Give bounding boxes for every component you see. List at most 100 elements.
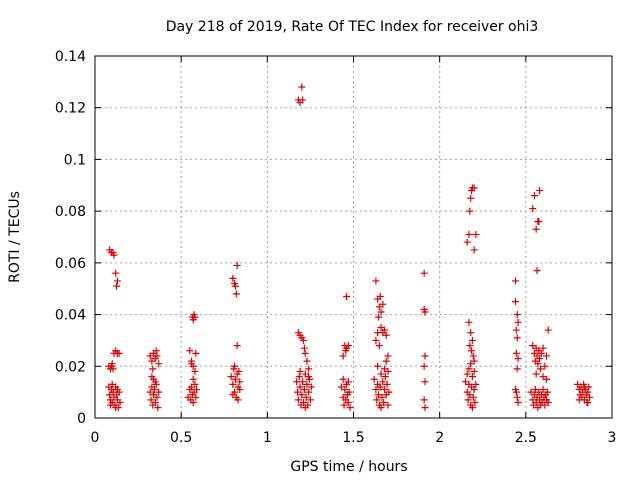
data-point-plus bbox=[115, 349, 123, 357]
data-point-plus bbox=[377, 370, 385, 378]
data-point-plus bbox=[378, 393, 386, 401]
data-point-plus bbox=[466, 342, 474, 350]
data-point-plus bbox=[544, 398, 552, 406]
data-point-plus bbox=[512, 349, 520, 357]
data-point-plus bbox=[535, 217, 543, 225]
data-point-plus bbox=[471, 398, 479, 406]
y-tick-label: 0.14 bbox=[55, 49, 86, 65]
data-point-plus bbox=[372, 277, 380, 285]
data-point-plus bbox=[463, 238, 471, 246]
data-point-plus bbox=[108, 380, 116, 388]
x-tick-label: 1 bbox=[263, 430, 272, 446]
data-point-plus bbox=[530, 192, 538, 200]
data-point-plus bbox=[236, 386, 244, 394]
data-point-plus bbox=[529, 205, 537, 213]
data-point-plus bbox=[468, 404, 476, 412]
data-point-plus bbox=[296, 367, 304, 375]
data-point-plus bbox=[512, 388, 520, 396]
data-point-plus bbox=[192, 349, 200, 357]
data-point-plus bbox=[511, 277, 519, 285]
data-point-plus bbox=[470, 386, 478, 394]
data-point-plus bbox=[151, 378, 159, 386]
data-point-plus bbox=[109, 365, 117, 373]
data-point-plus bbox=[152, 347, 160, 355]
data-point-plus bbox=[472, 230, 480, 238]
data-point-plus bbox=[584, 398, 592, 406]
data-point-plus bbox=[544, 326, 552, 334]
data-point-plus bbox=[108, 360, 116, 368]
data-point-plus bbox=[342, 347, 350, 355]
data-point-plus bbox=[375, 342, 383, 350]
data-point-plus bbox=[300, 336, 308, 344]
data-point-plus bbox=[543, 375, 551, 383]
axis-ticks: 0 0.5 1 1.5 2 2.5 3 0 0.02 0.04 0.06 0.08 0.1 0.12 0.1… bbox=[55, 49, 617, 446]
y-tick-label: 0.06 bbox=[55, 256, 86, 272]
data-point-plus bbox=[463, 370, 471, 378]
data-point-plus bbox=[300, 344, 308, 352]
data-point-plus bbox=[346, 404, 354, 412]
data-point-plus bbox=[340, 401, 348, 409]
x-tick-label: 1.5 bbox=[342, 430, 364, 446]
data-point-plus bbox=[303, 380, 311, 388]
data-point-plus bbox=[374, 329, 382, 337]
y-tick-label: 0.02 bbox=[55, 359, 86, 375]
data-point-plus bbox=[232, 290, 240, 298]
data-point-plus bbox=[234, 396, 242, 404]
data-point-plus bbox=[470, 184, 478, 192]
data-point-plus bbox=[420, 269, 428, 277]
data-point-plus bbox=[191, 313, 199, 321]
data-point-plus bbox=[376, 383, 384, 391]
plot-frame bbox=[94, 55, 613, 419]
data-point-plus bbox=[374, 313, 382, 321]
data-point-plus bbox=[154, 404, 162, 412]
data-point-plus bbox=[188, 360, 196, 368]
y-tick-label: 0 bbox=[77, 411, 86, 427]
data-point-plus bbox=[464, 396, 472, 404]
data-point-plus bbox=[470, 367, 478, 375]
data-point-plus bbox=[384, 367, 392, 375]
data-point-plus bbox=[532, 225, 540, 233]
data-point-plus bbox=[116, 398, 124, 406]
data-point-plus bbox=[344, 342, 352, 350]
data-point-plus bbox=[227, 373, 235, 381]
grid-lines bbox=[95, 56, 612, 418]
data-point-plus bbox=[580, 383, 588, 391]
data-point-plus bbox=[379, 378, 387, 386]
data-point-plus bbox=[421, 352, 429, 360]
data-point-plus bbox=[107, 401, 115, 409]
data-point-plus bbox=[513, 311, 521, 319]
data-point-plus bbox=[543, 388, 551, 396]
data-point-plus bbox=[231, 362, 239, 370]
data-point-plus bbox=[191, 367, 199, 375]
data-point-plus bbox=[467, 194, 475, 202]
data-point-plus bbox=[513, 393, 521, 401]
data-point-plus bbox=[370, 375, 378, 383]
data-point-plus bbox=[468, 347, 476, 355]
data-point-plus bbox=[536, 365, 544, 373]
data-point-plus bbox=[470, 246, 478, 254]
data-point-plus bbox=[112, 404, 120, 412]
data-point-plus bbox=[302, 393, 310, 401]
data-point-plus bbox=[513, 334, 521, 342]
data-point-plus bbox=[465, 365, 473, 373]
data-point-plus bbox=[512, 326, 520, 334]
data-point-plus bbox=[532, 370, 540, 378]
data-point-plus bbox=[380, 398, 388, 406]
data-point-plus bbox=[381, 326, 389, 334]
data-point-plus bbox=[305, 365, 313, 373]
data-point-plus bbox=[381, 386, 389, 394]
data-point-plus bbox=[299, 96, 307, 104]
data-point-plus bbox=[305, 373, 313, 381]
data-point-plus bbox=[468, 336, 476, 344]
x-tick-label: 3 bbox=[608, 430, 617, 446]
data-point-plus bbox=[511, 298, 519, 306]
data-point-plus bbox=[514, 355, 522, 363]
data-point-plus bbox=[231, 375, 239, 383]
data-point-plus bbox=[296, 383, 304, 391]
data-point-plus bbox=[293, 378, 301, 386]
data-point-plus bbox=[466, 207, 474, 215]
data-point-plus bbox=[112, 269, 120, 277]
chart-title: Day 218 of 2019, Rate Of TEC Index for r… bbox=[166, 19, 539, 35]
x-axis-label: GPS time / hours bbox=[290, 459, 407, 475]
